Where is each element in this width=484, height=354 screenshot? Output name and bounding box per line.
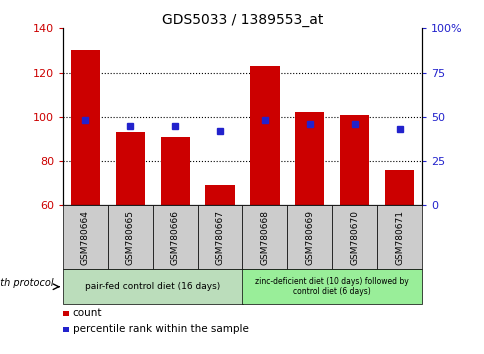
Bar	[339, 115, 368, 205]
Text: GSM780665: GSM780665	[125, 210, 135, 265]
Text: GSM780670: GSM780670	[349, 210, 359, 265]
Text: pair-fed control diet (16 days): pair-fed control diet (16 days)	[85, 282, 220, 291]
Bar	[250, 66, 279, 205]
Text: GSM780669: GSM780669	[304, 210, 314, 265]
Bar	[205, 185, 234, 205]
Bar	[116, 132, 145, 205]
Bar	[71, 50, 100, 205]
Bar	[160, 137, 189, 205]
Bar	[384, 170, 413, 205]
Text: zinc-deficient diet (10 days) followed by
control diet (6 days): zinc-deficient diet (10 days) followed b…	[255, 277, 408, 296]
Text: GSM780666: GSM780666	[170, 210, 180, 265]
Text: GSM780667: GSM780667	[215, 210, 224, 265]
Bar	[295, 113, 324, 205]
Text: count: count	[73, 308, 102, 318]
Text: growth protocol: growth protocol	[0, 278, 53, 288]
Text: GSM780668: GSM780668	[260, 210, 269, 265]
Title: GDS5033 / 1389553_at: GDS5033 / 1389553_at	[162, 13, 322, 27]
Text: GSM780664: GSM780664	[81, 210, 90, 265]
Text: GSM780671: GSM780671	[394, 210, 403, 265]
Text: percentile rank within the sample: percentile rank within the sample	[73, 324, 248, 335]
